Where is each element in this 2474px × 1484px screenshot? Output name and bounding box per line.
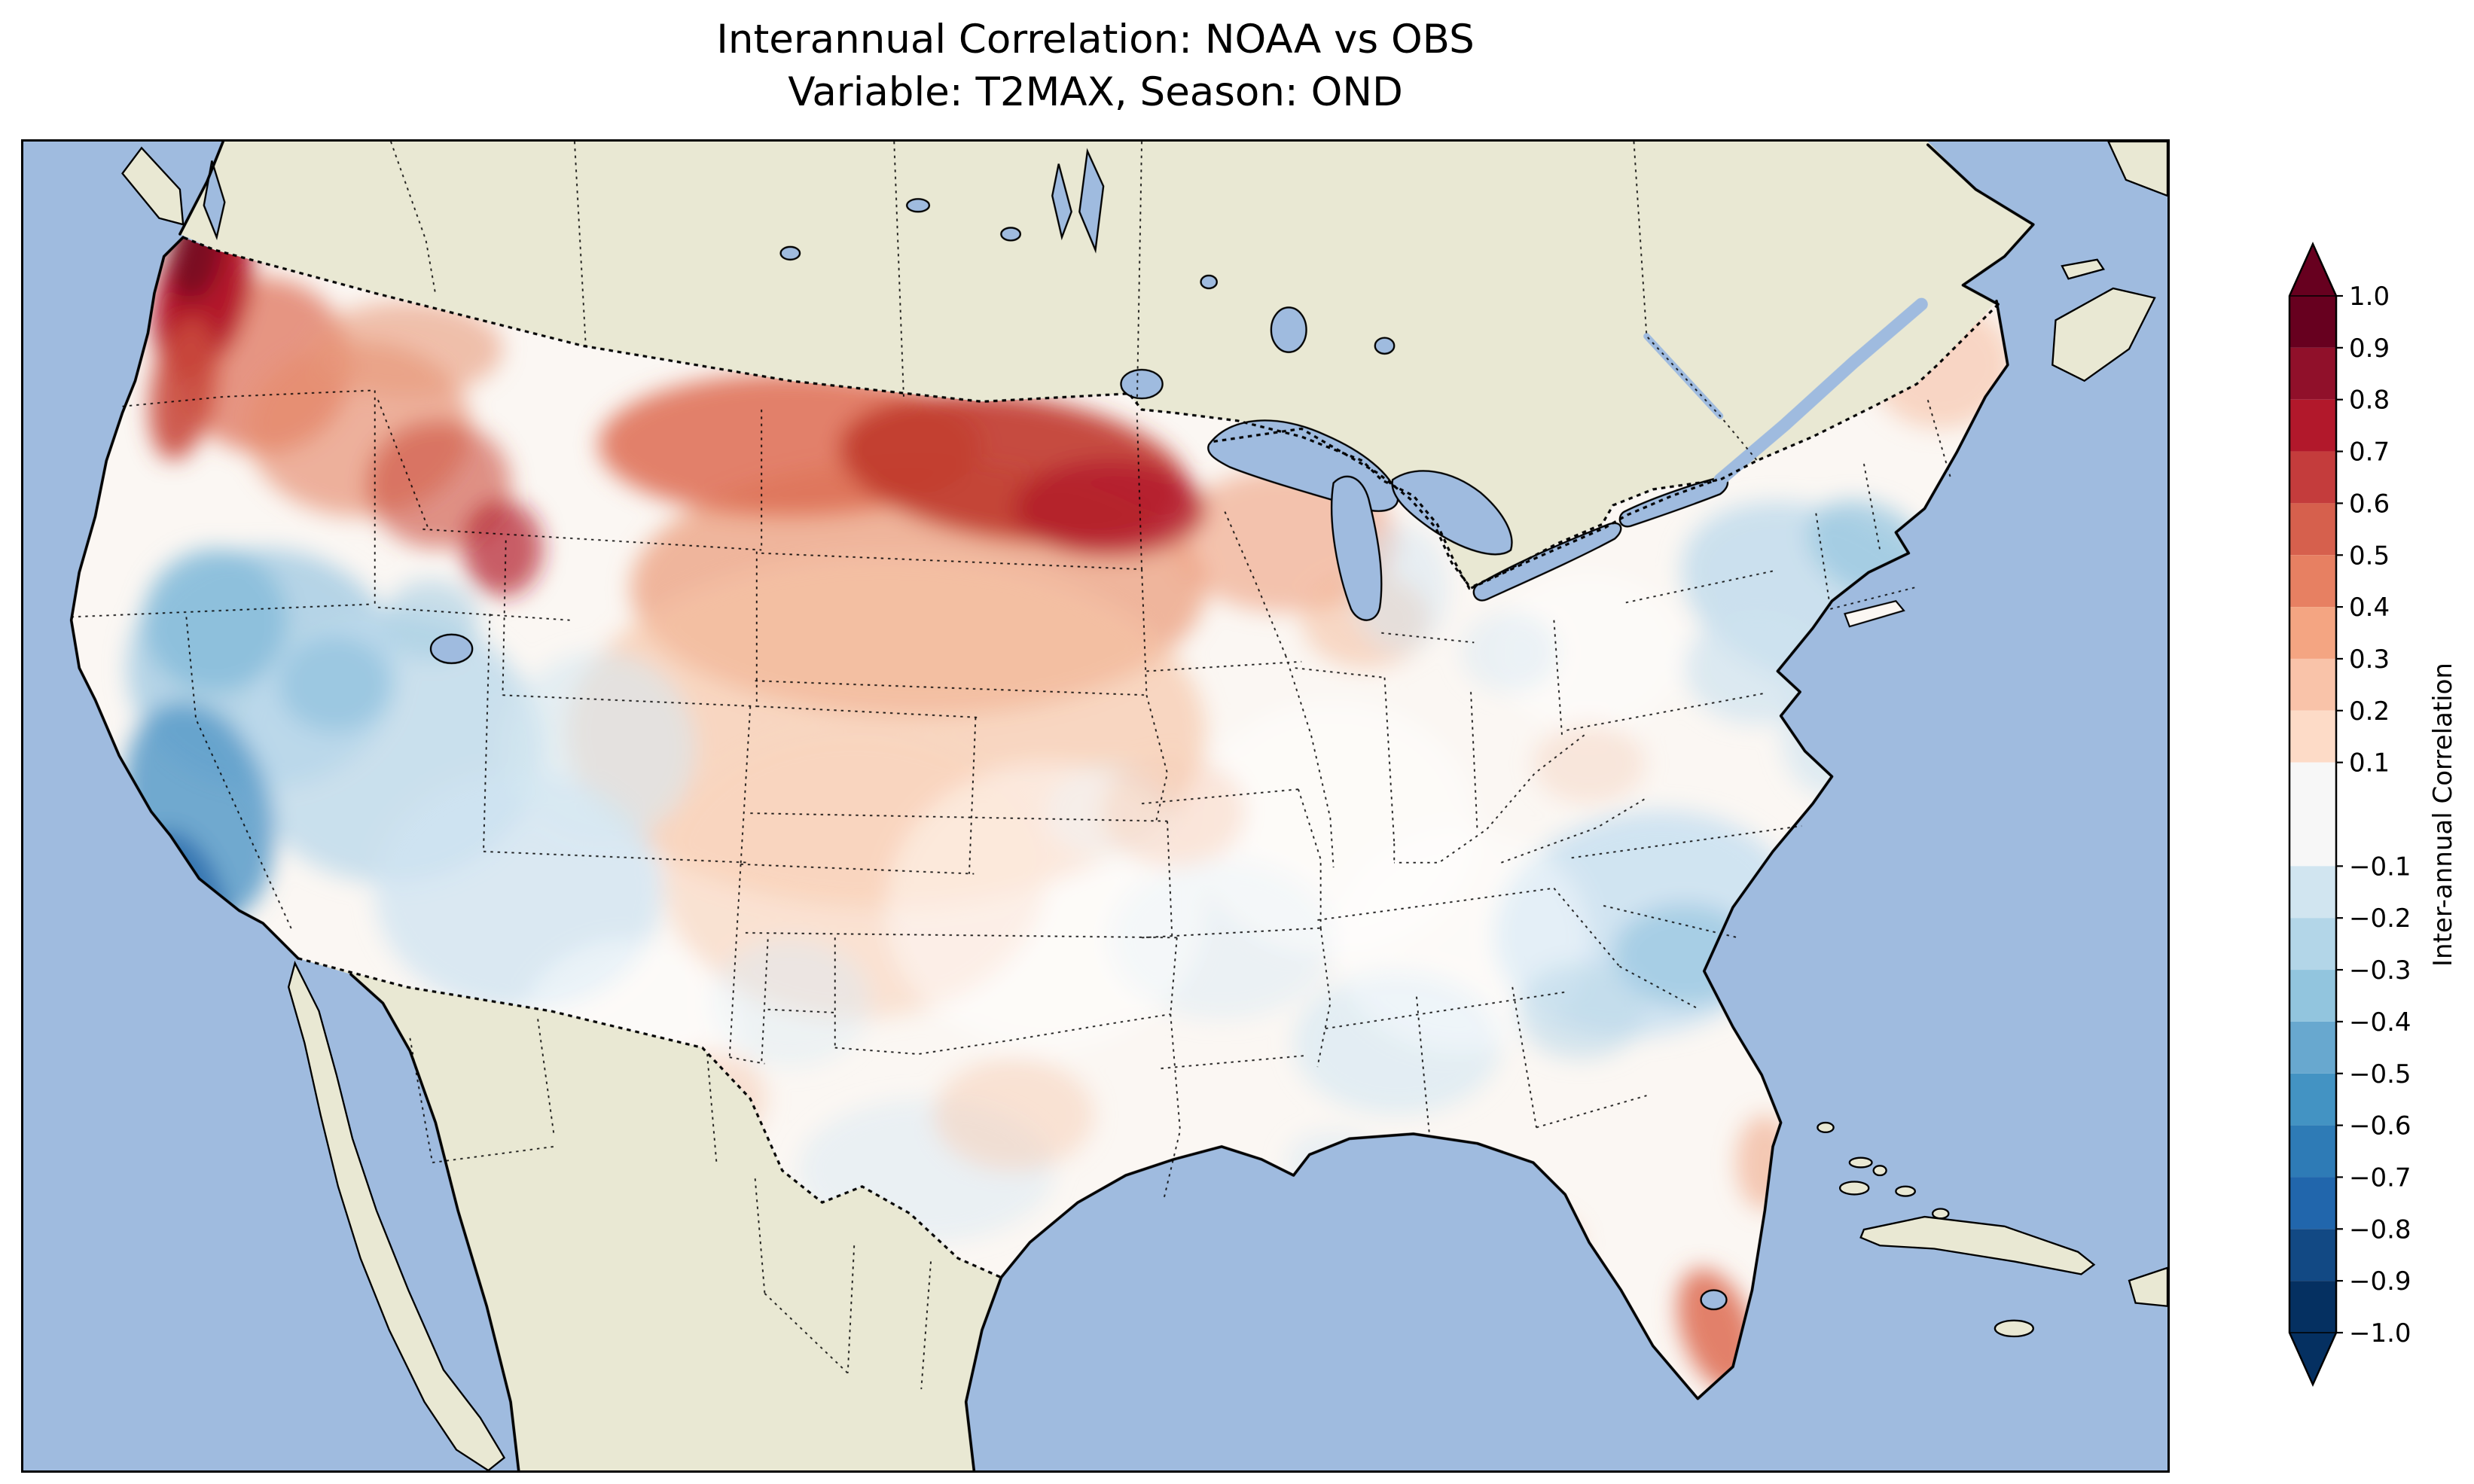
colorbar-tick-label: −0.9 bbox=[2349, 1266, 2411, 1297]
lake-huron bbox=[1391, 470, 1513, 556]
colorbar-tick-label: −0.5 bbox=[2349, 1059, 2411, 1089]
colorbar-axis-label: Inter-annual Correlation bbox=[2428, 663, 2458, 967]
colorbar-band bbox=[2289, 451, 2336, 504]
colorbar-band bbox=[2289, 710, 2336, 763]
lake-of-the-woods bbox=[1120, 368, 1164, 400]
long-island bbox=[1844, 600, 1905, 628]
colorbar-band bbox=[2289, 762, 2336, 867]
lake-winnipegosis bbox=[1051, 163, 1072, 241]
colorbar-tick-label: 0.1 bbox=[2349, 748, 2390, 779]
colorbar-band bbox=[2289, 658, 2336, 711]
canadian-lake bbox=[1000, 227, 1021, 242]
colorbar-tick-label: 0.5 bbox=[2349, 541, 2390, 571]
bahamas-island bbox=[1817, 1121, 1835, 1133]
colorbar-band bbox=[2289, 970, 2336, 1022]
canadian-lake bbox=[1200, 274, 1218, 290]
figure-title-line2: Variable: T2MAX, Season: OND bbox=[788, 69, 1403, 115]
colorbar-tick-label: −0.3 bbox=[2349, 955, 2411, 986]
cuba bbox=[1859, 1215, 2096, 1275]
colorbar-band bbox=[2289, 503, 2336, 556]
nova-scotia bbox=[2051, 287, 2156, 382]
canada-atlantic-coastline bbox=[1926, 143, 2035, 306]
canadian-lake bbox=[906, 198, 931, 213]
lake-michigan bbox=[1330, 475, 1383, 621]
colorbar-band bbox=[2289, 1073, 2336, 1126]
mexico-state-borders bbox=[409, 1019, 932, 1390]
colorbar-tick-label: 0.3 bbox=[2349, 644, 2390, 675]
colorbar-band bbox=[2289, 1229, 2336, 1281]
us-canada-border-through-lakes bbox=[1213, 427, 1718, 590]
colorbar-band bbox=[2289, 866, 2336, 919]
colorbar-band bbox=[2289, 1125, 2336, 1178]
bahamas-island bbox=[1872, 1165, 1887, 1177]
canada-landmass bbox=[179, 142, 2033, 589]
lake-nipigon bbox=[1270, 306, 1307, 353]
bahamas-island bbox=[1848, 1156, 1873, 1169]
great-salt-lake bbox=[429, 633, 474, 665]
us-mexico-border bbox=[297, 957, 1002, 1279]
islands-group bbox=[121, 142, 2167, 1338]
colorbar-tick-label: 1.0 bbox=[2349, 282, 2390, 312]
bahamas-island bbox=[1895, 1185, 1916, 1197]
vancouver-island bbox=[121, 146, 185, 226]
map-panel bbox=[21, 139, 2170, 1473]
colorbar: 1.0 0.9 0.8 0.7 0.6 0.5 0.4 0.3 0.2 0.1 −0.1 −0.2 −0… bbox=[2288, 241, 2411, 1388]
colorbar-band bbox=[2289, 1281, 2336, 1333]
colorbar-tick-label: −0.7 bbox=[2349, 1163, 2411, 1193]
colorbar-tick-label: 0.9 bbox=[2349, 334, 2390, 364]
mexico-west-coastline bbox=[349, 973, 520, 1470]
colorbar-band bbox=[2289, 1177, 2336, 1230]
canada-bc-coastline bbox=[178, 142, 224, 236]
jamaica bbox=[1994, 1319, 2034, 1338]
canada-province-borders bbox=[390, 142, 1759, 463]
st-lawrence-river bbox=[1713, 297, 1928, 486]
colorbar-tick-label: −0.8 bbox=[2349, 1214, 2411, 1245]
colorbar-band bbox=[2289, 399, 2336, 452]
colorbar-tick-label: 0.6 bbox=[2349, 489, 2390, 519]
colorbar-tick-label: −0.6 bbox=[2349, 1111, 2411, 1141]
colorbar-extend-over bbox=[2289, 244, 2336, 296]
figure-title-line1: Interannual Correlation: NOAA vs OBS bbox=[716, 17, 1475, 62]
colorbar-band bbox=[2289, 918, 2336, 971]
mexico-landmass bbox=[297, 958, 1002, 1470]
figure-title: Interannual Correlation: NOAA vs OBS Var… bbox=[21, 14, 2170, 119]
colorbar-tick-label: −1.0 bbox=[2349, 1318, 2411, 1348]
prince-edward-island bbox=[2061, 258, 2106, 280]
mexico-gulf-coastline bbox=[964, 1275, 1003, 1470]
canadian-lake bbox=[1374, 337, 1396, 355]
bahamas-island bbox=[1838, 1181, 1870, 1196]
correlation-field bbox=[124, 237, 2008, 1391]
newfoundland-corner bbox=[2107, 142, 2167, 197]
lake-erie bbox=[1472, 522, 1622, 602]
colorbar-tick-label: 0.7 bbox=[2349, 437, 2390, 468]
us-canada-border bbox=[182, 236, 2000, 590]
colorbar-band bbox=[2289, 1021, 2336, 1074]
gulf-atlantic-coastline bbox=[999, 300, 2009, 1400]
colorbar-band bbox=[2289, 296, 2336, 348]
us-state-borders bbox=[71, 389, 1951, 1198]
lake-okeechobee bbox=[1700, 1289, 1728, 1311]
canadian-lake bbox=[779, 245, 801, 261]
colorbar-tick-label: −0.1 bbox=[2349, 852, 2411, 882]
colorbar-band bbox=[2289, 607, 2336, 659]
us-correlation-map bbox=[23, 142, 2167, 1470]
colorbar-tick-label: −0.2 bbox=[2349, 904, 2411, 934]
lake-winnipeg bbox=[1078, 148, 1105, 254]
colorbar-band bbox=[2289, 555, 2336, 608]
hispaniola bbox=[2128, 1266, 2167, 1307]
lake-ontario bbox=[1618, 477, 1728, 528]
coastlines-group bbox=[69, 142, 2035, 1470]
bahamas-island bbox=[1931, 1208, 1950, 1220]
colorbar-tick-label: 0.8 bbox=[2349, 385, 2390, 416]
pacific-coastline bbox=[69, 236, 300, 960]
colorbar-extend-under bbox=[2289, 1333, 2336, 1385]
colorbar-band bbox=[2289, 347, 2336, 400]
colorbar-tick-label: −0.4 bbox=[2349, 1007, 2411, 1038]
colorbar-tick-label: 0.4 bbox=[2349, 593, 2390, 623]
colorbar-tick-label: 0.2 bbox=[2349, 696, 2390, 727]
